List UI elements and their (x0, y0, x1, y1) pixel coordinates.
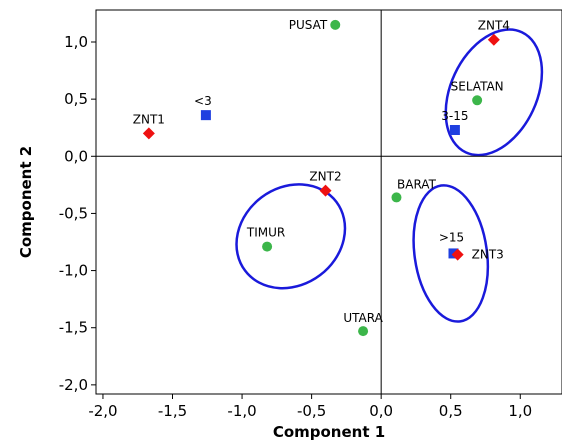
label-3-15: 3-15 (441, 109, 468, 123)
point-utara (358, 326, 369, 337)
x-tick-label: -1,0 (227, 402, 256, 420)
y-axis-title: Component 2 (17, 146, 35, 258)
y-tick-label: -1,5 (59, 319, 88, 337)
x-tick-label: -1,5 (158, 402, 187, 420)
label-selatan: SELATAN (451, 79, 504, 93)
point-znt3 (451, 248, 464, 261)
point-znt4 (487, 33, 500, 46)
y-tick-label: -2,0 (59, 376, 88, 394)
point-selatan (472, 95, 483, 106)
label-znt4: ZNT4 (478, 19, 510, 33)
x-tick-label: -0,5 (297, 402, 326, 420)
point-3-15 (449, 125, 460, 135)
label-gt-15: >15 (439, 230, 464, 244)
label-barat: BARAT (397, 177, 437, 191)
label-pusat: PUSAT (289, 18, 328, 32)
axis-ticks: -2,0 -1,5 -1,0 -0,5 0,0 0,5 1,0 1,0 0,5 0,0 -0,5 -1… (59, 33, 532, 420)
reference-lines (96, 10, 562, 394)
x-tick-label: 0,5 (439, 402, 463, 420)
x-tick-label: -2,0 (88, 402, 117, 420)
cluster-ellipse-3 (412, 184, 490, 323)
cluster-ellipses (235, 28, 544, 323)
label-lt-3: <3 (194, 94, 212, 108)
point-barat (391, 192, 402, 203)
point-znt1 (142, 127, 155, 140)
label-znt2: ZNT2 (309, 170, 341, 184)
point-pusat (330, 19, 341, 30)
y-tick-label: -1,0 (59, 262, 88, 280)
y-tick-label: 0,5 (64, 90, 88, 108)
label-utara: UTARA (343, 311, 383, 325)
cluster-ellipse-2 (235, 183, 347, 290)
point-znt2 (319, 184, 332, 197)
data-points (142, 19, 500, 337)
label-znt1: ZNT1 (133, 112, 165, 126)
x-axis-title: Component 1 (273, 423, 385, 441)
label-znt3: ZNT3 (472, 248, 504, 262)
y-tick-label: 1,0 (64, 33, 88, 51)
x-tick-label: 1,0 (508, 402, 532, 420)
point-labels: PUSAT SELATAN BARAT TIMUR UTARA <3 3-15 >15 ZNT1… (133, 18, 510, 325)
plot-frame (95, 9, 562, 395)
point-timur (262, 241, 273, 252)
cluster-ellipse-1 (444, 28, 544, 157)
y-tick-label: 0,0 (64, 147, 88, 165)
label-timur: TIMUR (246, 226, 285, 240)
point-lt-3 (200, 110, 211, 121)
y-tick-label: -0,5 (59, 204, 88, 222)
x-tick-label: 0,0 (369, 402, 393, 420)
